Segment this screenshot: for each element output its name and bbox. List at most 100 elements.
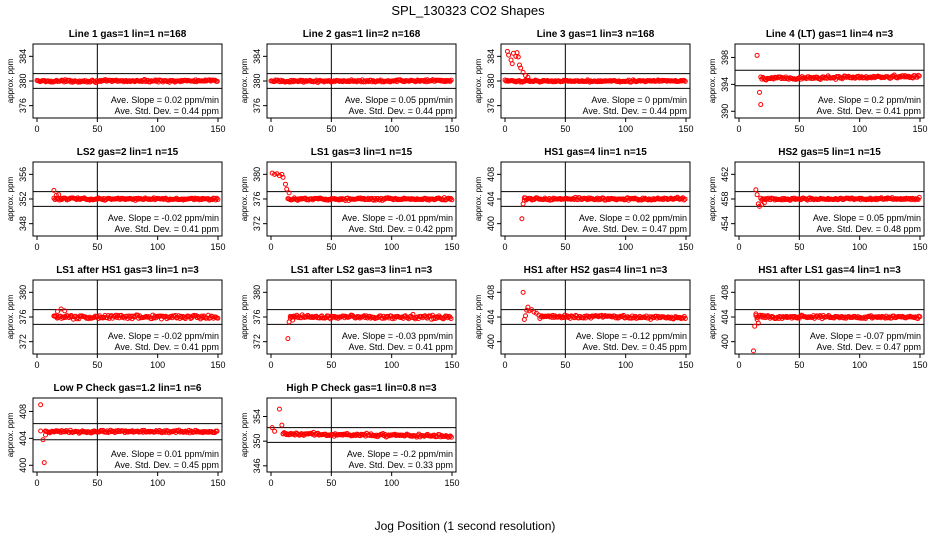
data-point	[551, 79, 557, 85]
data-point	[285, 336, 291, 342]
data-point	[767, 76, 773, 82]
panel-title: Line 2 gas=1 lin=2 n=168	[303, 29, 421, 40]
y-tick-label: 346	[252, 458, 262, 473]
data-point	[158, 429, 164, 435]
std-annotation: Ave. Std. Dev. = 0.45 ppm	[583, 342, 687, 352]
data-point	[215, 196, 221, 202]
slope-annotation: Ave. Slope = 0.2 ppm/min	[818, 95, 921, 105]
data-point	[51, 187, 57, 193]
std-annotation: Ave. Std. Dev. = 0.44 ppm	[349, 106, 453, 116]
data-point	[432, 314, 438, 320]
data-point	[215, 315, 221, 321]
std-annotation: Ave. Std. Dev. = 0.47 ppm	[583, 224, 687, 234]
y-axis-label: approx. ppm	[240, 294, 249, 339]
x-tick-label: 100	[150, 360, 165, 370]
data-point	[631, 196, 637, 202]
x-tick-label: 150	[210, 242, 225, 252]
series-points	[51, 306, 221, 322]
data-point	[447, 433, 453, 439]
y-tick-label: 400	[18, 458, 28, 473]
data-point	[269, 170, 275, 176]
y-tick-label: 404	[720, 309, 730, 324]
x-tick-label: 0	[736, 360, 741, 370]
data-point	[38, 428, 44, 434]
y-tick-label: 404	[18, 431, 28, 446]
y-tick-label: 454	[720, 216, 730, 231]
x-tick-label: 100	[384, 360, 399, 370]
y-tick-label: 348	[18, 216, 28, 231]
x-tick-label: 50	[326, 124, 336, 134]
data-point	[560, 78, 566, 84]
data-point	[38, 402, 44, 408]
panel-10: LS1 after LS2 gas=3 lin=1 n=3 0 50 100 150 37…	[240, 265, 460, 370]
y-axis-label: approx. ppm	[6, 58, 15, 103]
data-point	[917, 314, 923, 320]
y-tick-label: 408	[18, 404, 28, 419]
y-axis-label: approx. ppm	[240, 176, 249, 221]
x-tick-label: 100	[852, 124, 867, 134]
data-point	[754, 52, 760, 58]
data-point	[385, 195, 391, 201]
x-tick-label: 0	[34, 242, 39, 252]
x-tick-label: 150	[678, 360, 693, 370]
x-tick-label: 150	[444, 478, 459, 488]
data-point	[515, 54, 521, 60]
slope-annotation: Ave. Slope = -0.01 ppm/min	[342, 213, 453, 223]
x-tick-label: 150	[912, 242, 927, 252]
y-axis-label: approx. ppm	[6, 294, 15, 339]
slope-annotation: Ave. Slope = 0.05 ppm/min	[345, 95, 453, 105]
series-points	[520, 289, 688, 322]
y-tick-label: 380	[252, 73, 262, 88]
data-point	[276, 406, 282, 412]
data-point	[449, 197, 455, 203]
data-point	[192, 195, 198, 201]
data-point	[69, 314, 75, 320]
slope-annotation: Ave. Slope = -0.12 ppm/min	[576, 331, 687, 341]
slope-annotation: Ave. Slope = -0.07 ppm/min	[810, 331, 921, 341]
panel-title: LS2 gas=2 lin=1 n=15	[77, 147, 179, 158]
data-point	[682, 315, 688, 321]
data-point	[640, 195, 646, 201]
panel-3: Line 3 gas=1 lin=3 n=168 0 50 100 150 376 380 3…	[474, 29, 694, 134]
std-annotation: Ave. Std. Dev. = 0.41 ppm	[817, 106, 921, 116]
x-tick-label: 100	[618, 124, 633, 134]
x-tick-label: 0	[736, 242, 741, 252]
x-tick-label: 0	[736, 124, 741, 134]
y-tick-label: 408	[486, 167, 496, 182]
panel-4: Line 4 (LT) gas=1 lin=4 n=3 0 50 100 150 390 3…	[708, 29, 928, 134]
x-tick-label: 150	[444, 124, 459, 134]
data-point	[775, 314, 781, 320]
series-points	[285, 311, 454, 342]
std-annotation: Ave. Std. Dev. = 0.41 ppm	[115, 224, 219, 234]
x-tick-label: 0	[502, 124, 507, 134]
y-tick-label: 350	[252, 434, 262, 449]
y-axis-label: approx. ppm	[240, 412, 249, 457]
x-tick-label: 150	[912, 124, 927, 134]
y-tick-label: 384	[252, 49, 262, 64]
series-points	[269, 406, 454, 440]
x-tick-label: 0	[34, 124, 39, 134]
slope-annotation: Ave. Slope = -0.02 ppm/min	[108, 213, 219, 223]
series-points	[519, 194, 688, 222]
data-point	[403, 432, 409, 438]
series-points	[269, 170, 455, 204]
data-point	[41, 460, 47, 466]
data-point	[519, 216, 525, 222]
data-point	[364, 196, 370, 202]
y-tick-label: 380	[18, 285, 28, 300]
y-tick-label: 462	[720, 167, 730, 182]
x-tick-label: 50	[794, 124, 804, 134]
data-point	[180, 197, 186, 203]
data-point	[448, 434, 454, 440]
data-point	[764, 196, 770, 202]
y-tick-label: 384	[486, 49, 496, 64]
data-point	[84, 79, 90, 85]
std-annotation: Ave. Std. Dev. = 0.44 ppm	[115, 106, 219, 116]
y-tick-label: 372	[252, 334, 262, 349]
y-tick-label: 390	[720, 104, 730, 119]
y-tick-label: 356	[18, 167, 28, 182]
x-tick-label: 0	[268, 124, 273, 134]
data-point	[279, 422, 285, 428]
panel-title: LS1 gas=3 lin=1 n=15	[311, 147, 413, 158]
